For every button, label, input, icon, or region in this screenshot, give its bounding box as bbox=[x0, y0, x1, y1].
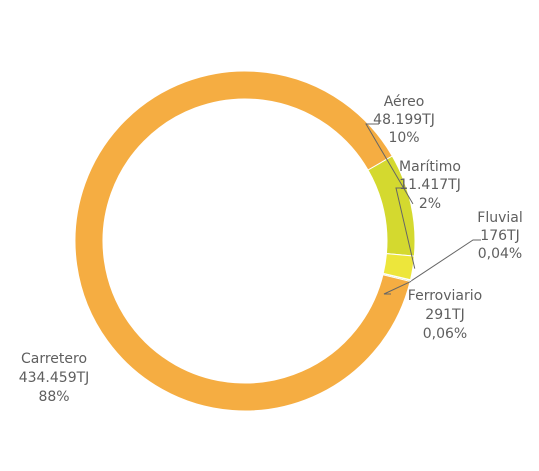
slice-label-carretero: Carretero bbox=[21, 351, 87, 367]
slice-percent-fluvial: 0,04% bbox=[478, 246, 522, 262]
slice-label-ferroviario: Ferroviario bbox=[408, 288, 482, 304]
label-group-fluvial: Fluvial 176TJ 0,04% bbox=[477, 210, 522, 262]
slice-value-maritimo: 11.417TJ bbox=[399, 177, 461, 193]
slice-value-aereo: 48.199TJ bbox=[373, 112, 435, 128]
slice-layer bbox=[74, 70, 416, 412]
slice-label-maritimo: Marítimo bbox=[399, 159, 461, 175]
slice-percent-maritimo: 2% bbox=[419, 196, 441, 212]
leader-line-ferroviario bbox=[383, 280, 412, 295]
label-group-ferroviario: Ferroviario 291TJ 0,06% bbox=[408, 288, 482, 342]
label-group-aereo: Aéreo 48.199TJ 10% bbox=[373, 94, 435, 146]
leader-line-fluvial bbox=[411, 239, 481, 282]
donut-slice-carretero bbox=[74, 70, 411, 412]
slice-label-aereo: Aéreo bbox=[384, 94, 425, 110]
slice-percent-aereo: 10% bbox=[388, 130, 419, 146]
label-group-carretero: Carretero 434.459TJ 88% bbox=[19, 351, 90, 405]
slice-value-carretero: 434.459TJ bbox=[19, 370, 90, 386]
slice-value-fluvial: 176TJ bbox=[480, 228, 519, 244]
slice-percent-ferroviario: 0,06% bbox=[423, 326, 467, 342]
leader-line-maritimo bbox=[395, 187, 416, 269]
label-group-maritimo: Marítimo 11.417TJ 2% bbox=[399, 159, 461, 212]
leader-line-aereo bbox=[365, 123, 414, 205]
slice-percent-carretero: 88% bbox=[38, 389, 69, 405]
slice-label-fluvial: Fluvial bbox=[477, 210, 522, 226]
leader-layer bbox=[365, 123, 481, 295]
slice-value-ferroviario: 291TJ bbox=[425, 307, 464, 323]
